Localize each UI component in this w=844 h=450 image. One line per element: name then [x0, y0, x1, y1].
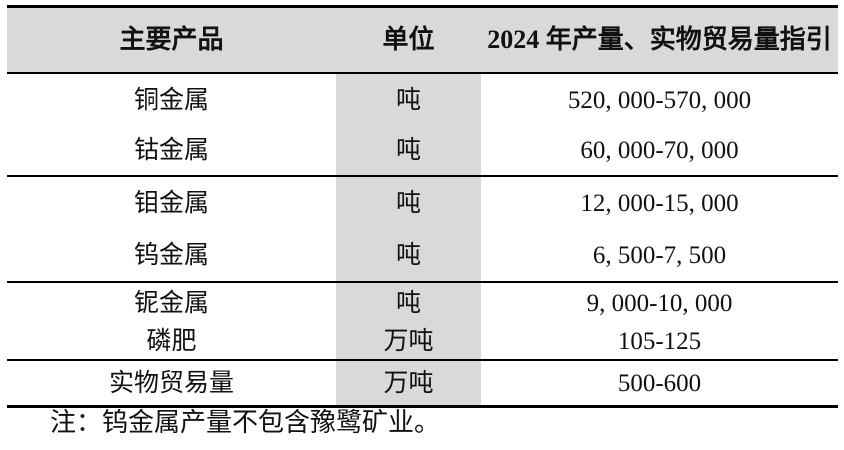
table-row-phosphate: 磷肥 万吨 105-125 [7, 323, 838, 361]
product-cell: 钨金属 [133, 241, 209, 269]
guidance-cell: 6, 500-7, 500 [592, 241, 727, 269]
product-cell: 铌金属 [133, 289, 209, 317]
guidance-cell: 60, 000-70, 000 [580, 137, 739, 164]
table-header-row: 主要产品 单位 2024 年产量、实物贸易量指引 [7, 5, 838, 74]
guidance-cell: 12, 000-15, 000 [580, 189, 739, 217]
product-cell: 钴金属 [133, 137, 209, 164]
table-row-physical-trade: 实物贸易量 万吨 500-600 [7, 361, 838, 408]
unit-cell: 万吨 [336, 323, 481, 359]
unit-cell: 吨 [336, 283, 481, 323]
table-row-tungsten: 钨金属 吨 6, 500-7, 500 [7, 229, 838, 283]
header-guidance-2024: 2024 年产量、实物贸易量指引 [487, 25, 832, 54]
unit-cell: 万吨 [336, 361, 481, 405]
table-row-molybdenum: 钼金属 吨 12, 000-15, 000 [7, 177, 838, 229]
table-row-copper: 铜金属 吨 520, 000-570, 000 [7, 74, 838, 126]
table-row-niobium: 铌金属 吨 9, 000-10, 000 [7, 283, 838, 323]
guidance-cell: 105-125 [617, 327, 702, 355]
unit-cell: 吨 [336, 177, 481, 229]
header-main-products: 主要产品 [119, 25, 224, 54]
header-unit: 单位 [382, 25, 435, 54]
guidance-cell: 500-600 [617, 369, 702, 397]
unit-cell: 吨 [336, 74, 481, 126]
product-cell: 实物贸易量 [108, 369, 234, 397]
unit-cell: 吨 [336, 229, 481, 281]
footnote: 注：钨金属产量不包含豫鹭矿业。 [50, 408, 441, 437]
production-guidance-table: 主要产品 单位 2024 年产量、实物贸易量指引 铜金属 吨 520, 000-… [7, 5, 838, 408]
guidance-cell: 9, 000-10, 000 [586, 289, 733, 317]
product-cell: 钼金属 [133, 189, 209, 217]
unit-cell: 吨 [336, 126, 481, 175]
product-cell: 铜金属 [133, 86, 209, 114]
guidance-cell: 520, 000-570, 000 [567, 86, 752, 114]
product-cell: 磷肥 [146, 327, 197, 355]
table-row-cobalt: 钴金属 吨 60, 000-70, 000 [7, 126, 838, 177]
